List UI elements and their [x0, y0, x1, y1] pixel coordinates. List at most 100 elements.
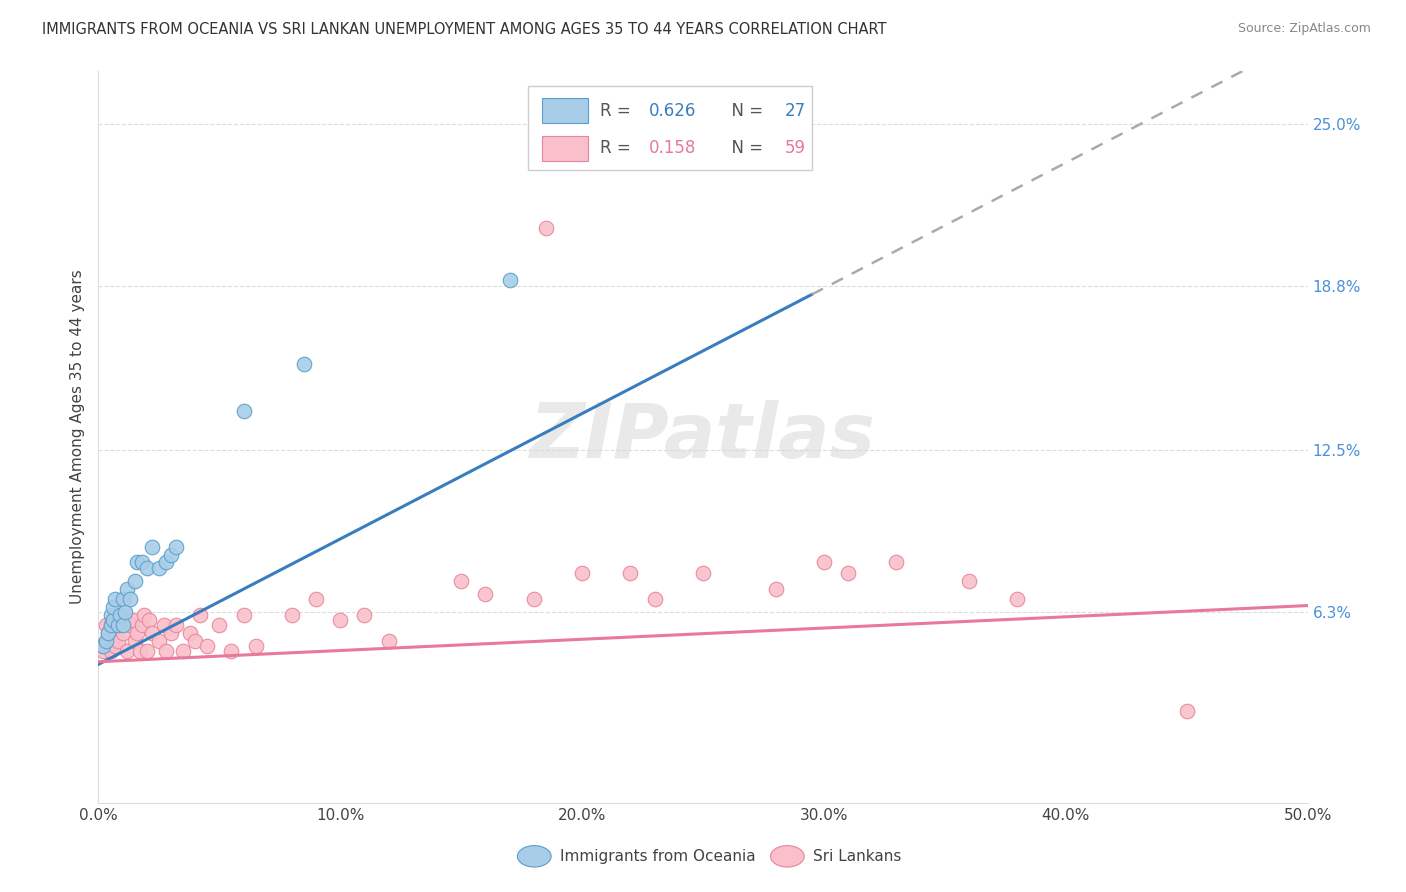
Point [121, 613, 143, 627]
Point [124, 633, 146, 648]
Point [957, 574, 980, 588]
Text: R =: R = [600, 102, 637, 120]
Point [619, 566, 641, 580]
Point [141, 626, 163, 640]
Text: 59: 59 [785, 139, 806, 157]
Point [108, 607, 131, 622]
Point [90, 639, 112, 653]
Point [245, 639, 267, 653]
Point [221, 644, 243, 658]
Point [160, 548, 183, 562]
Point [101, 599, 124, 614]
Point [534, 221, 557, 235]
Text: Source: ZipAtlas.com: Source: ZipAtlas.com [1237, 22, 1371, 36]
Point [148, 560, 170, 574]
Point [100, 618, 122, 632]
Point [127, 626, 149, 640]
Point [114, 607, 136, 622]
Point [329, 613, 352, 627]
Point [188, 607, 211, 622]
Point [353, 607, 375, 622]
Point [100, 618, 122, 632]
Point [692, 566, 714, 580]
Text: R =: R = [600, 139, 637, 157]
Point [117, 644, 139, 658]
Point [1175, 705, 1198, 719]
Point [104, 618, 127, 632]
Point [498, 273, 520, 287]
Bar [543, 98, 588, 123]
Point [94, 618, 117, 632]
Text: N =: N = [721, 102, 769, 120]
Circle shape [517, 846, 551, 867]
Point [111, 626, 134, 640]
Point [124, 574, 146, 588]
FancyBboxPatch shape [527, 86, 811, 170]
Point [450, 574, 472, 588]
Point [813, 556, 835, 570]
Text: 0.626: 0.626 [648, 102, 696, 120]
Point [377, 633, 399, 648]
Point [97, 626, 120, 640]
Y-axis label: Unemployment Among Ages 35 to 44 years: Unemployment Among Ages 35 to 44 years [69, 269, 84, 605]
Text: IMMIGRANTS FROM OCEANIA VS SRI LANKAN UNEMPLOYMENT AMONG AGES 35 TO 44 YEARS COR: IMMIGRANTS FROM OCEANIA VS SRI LANKAN UN… [42, 22, 887, 37]
Point [155, 644, 177, 658]
Point [644, 592, 666, 607]
Point [117, 582, 139, 596]
Point [165, 540, 187, 554]
Point [195, 639, 218, 653]
Point [138, 613, 160, 627]
Point [118, 592, 141, 607]
Text: ZIPatlas: ZIPatlas [530, 401, 876, 474]
Text: Sri Lankans: Sri Lankans [813, 849, 901, 863]
Bar [543, 136, 588, 161]
Point [571, 566, 593, 580]
Point [1007, 592, 1029, 607]
Point [128, 644, 150, 658]
Point [108, 618, 131, 632]
Point [91, 644, 114, 658]
Point [114, 605, 136, 619]
Point [305, 592, 328, 607]
Point [765, 582, 787, 596]
Point [131, 556, 153, 570]
Point [172, 644, 194, 658]
Point [100, 607, 122, 622]
Point [94, 633, 117, 648]
Point [208, 618, 231, 632]
Circle shape [770, 846, 804, 867]
Point [91, 639, 114, 653]
Text: N =: N = [721, 139, 769, 157]
Point [107, 613, 129, 627]
Point [111, 592, 134, 607]
Point [107, 618, 129, 632]
Point [281, 607, 304, 622]
Point [141, 540, 163, 554]
Point [104, 592, 127, 607]
Point [97, 626, 120, 640]
Point [118, 618, 141, 632]
Point [100, 644, 122, 658]
Point [886, 556, 908, 570]
Point [94, 633, 117, 648]
Point [101, 613, 124, 627]
Point [135, 644, 157, 658]
Point [837, 566, 859, 580]
Point [523, 592, 546, 607]
Point [474, 587, 496, 601]
Point [179, 626, 201, 640]
Point [148, 633, 170, 648]
Point [111, 618, 134, 632]
Point [232, 404, 254, 418]
Point [134, 607, 156, 622]
Point [135, 560, 157, 574]
Point [232, 607, 254, 622]
Point [101, 613, 124, 627]
Point [292, 357, 315, 371]
Text: 27: 27 [785, 102, 807, 120]
Point [107, 633, 129, 648]
Point [184, 633, 207, 648]
Point [165, 618, 187, 632]
Point [155, 556, 177, 570]
Point [127, 556, 149, 570]
